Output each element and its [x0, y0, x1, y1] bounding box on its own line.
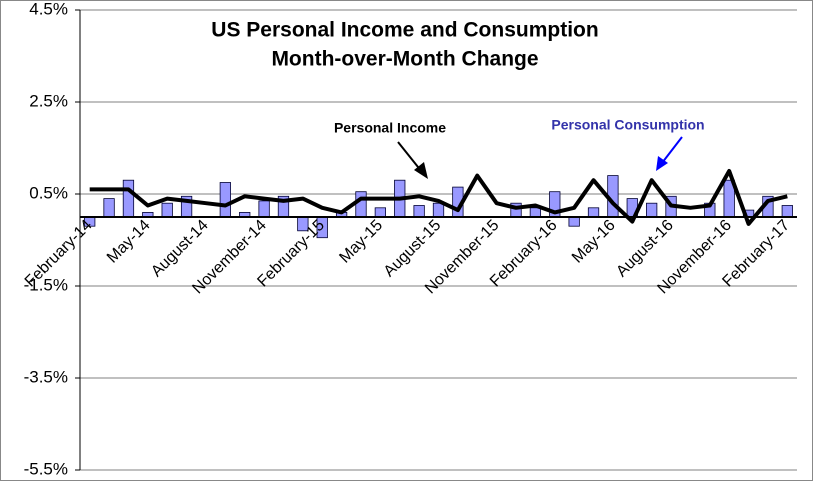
- y-tick-label: -5.5%: [24, 459, 68, 478]
- bar: [122, 179, 135, 218]
- income-annotation: Personal Income: [334, 120, 446, 136]
- bar: [355, 191, 367, 218]
- y-tick-label: -3.5%: [24, 367, 68, 386]
- income-line: [89, 169, 788, 226]
- bar: [587, 207, 600, 218]
- bar: [103, 198, 115, 218]
- bar: [258, 200, 270, 218]
- consumption-arrow: [661, 136, 683, 164]
- income-arrowhead: [414, 162, 428, 179]
- bar: [646, 202, 658, 218]
- bar: [413, 205, 425, 218]
- bar: [529, 207, 542, 218]
- chart-title: US Personal Income and Consumption: [211, 19, 598, 42]
- y-tick-label: 4.5%: [29, 0, 68, 18]
- bar: [161, 202, 173, 218]
- bar: [374, 207, 386, 218]
- y-tick-label: -1.5%: [24, 275, 68, 294]
- y-tick-label: 0.5%: [29, 183, 68, 202]
- bar: [568, 216, 580, 227]
- bar: [781, 205, 793, 218]
- bar: [219, 182, 231, 218]
- bar: [432, 202, 445, 218]
- y-tick-label: 2.5%: [29, 91, 68, 110]
- chart-subtitle: Month-over-Month Change: [271, 48, 538, 71]
- consumption-arrowhead: [656, 156, 668, 171]
- consumption-annotation: Personal Consumption: [551, 117, 704, 133]
